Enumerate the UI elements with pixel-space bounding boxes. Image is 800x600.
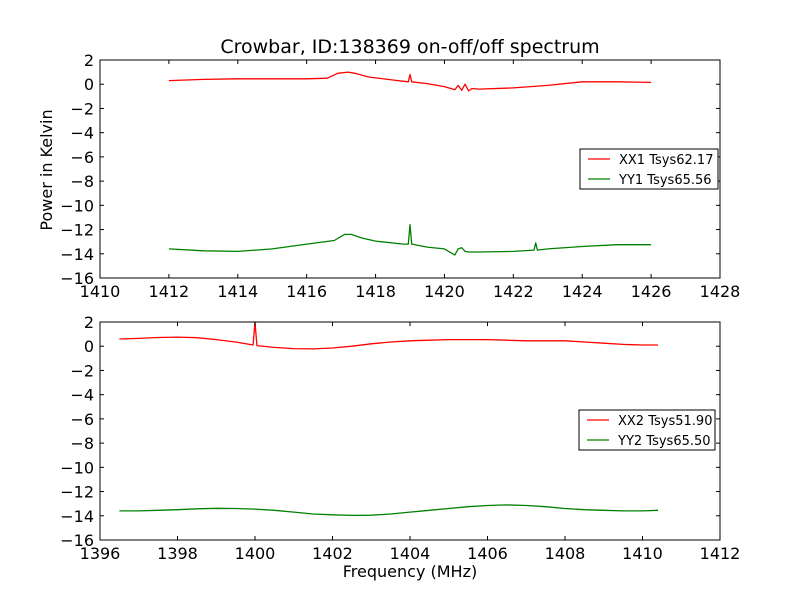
x-tick-label: 1424 bbox=[562, 282, 603, 301]
y-tick-label: 0 bbox=[84, 337, 94, 356]
x-tick-label: 1412 bbox=[149, 282, 190, 301]
series-line-yy-2 bbox=[119, 504, 659, 517]
legend: XX1 Tsys62.17 YY1 Tsys65.56 bbox=[579, 148, 719, 190]
x-tick-label: 1402 bbox=[312, 544, 353, 563]
y-tick-label: −14 bbox=[60, 507, 94, 526]
x-tick-label: 1428 bbox=[700, 282, 741, 301]
y-tick-label: −10 bbox=[60, 458, 94, 477]
series-line-xx-2 bbox=[119, 321, 658, 350]
y-tick-label: −12 bbox=[60, 221, 94, 240]
x-tick-label: 1416 bbox=[286, 282, 327, 301]
x-tick-label: 1400 bbox=[235, 544, 276, 563]
y-tick-label: 2 bbox=[84, 51, 94, 70]
y-tick-label: −6 bbox=[70, 410, 94, 429]
top-plot: 1410 1412 1414 1416 1418 1420 1422 1424 1426 1428… bbox=[60, 51, 740, 301]
plot-frame bbox=[99, 59, 721, 279]
series-line-xx-1 bbox=[168, 71, 652, 92]
x-tick-label: 1410 bbox=[622, 544, 663, 563]
x-tick-label: 1408 bbox=[545, 544, 586, 563]
x-axis-label: Frequency (MHz) bbox=[343, 562, 477, 581]
legend-label: YY1 Tsys65.56 bbox=[618, 173, 712, 188]
x-tick-label: 1414 bbox=[217, 282, 258, 301]
x-tick-label: 1404 bbox=[390, 544, 431, 563]
y-tick-label: −14 bbox=[60, 245, 94, 264]
y-tick-label: −10 bbox=[60, 196, 94, 215]
legend-box bbox=[579, 148, 719, 190]
y-tick-label: 0 bbox=[84, 75, 94, 94]
legend-label: XX2 Tsys51.90 bbox=[618, 414, 712, 429]
x-tick-label: 1410 bbox=[80, 282, 121, 301]
y-tick-label: −4 bbox=[70, 124, 94, 143]
y-tick-label: 2 bbox=[84, 313, 94, 332]
x-tick-label: 1426 bbox=[631, 282, 672, 301]
bottom-plot: 1396 1398 1400 1402 1404 1406 1408 1410 1412 2 0 −2… bbox=[60, 313, 740, 563]
x-tick-label: 1396 bbox=[80, 544, 121, 563]
y-tick-label: −16 bbox=[60, 269, 94, 288]
y-axis-label: Power in Kelvin bbox=[37, 109, 56, 230]
legend: XX2 Tsys51.90 YY2 Tsys65.50 bbox=[578, 409, 716, 451]
y-tick-label: −2 bbox=[70, 99, 94, 118]
y-tick-label: −12 bbox=[60, 483, 94, 502]
y-tick-label: −2 bbox=[70, 361, 94, 380]
y-tick-label: −4 bbox=[70, 386, 94, 405]
y-tick-label: −16 bbox=[60, 531, 94, 550]
x-tick-label: 1418 bbox=[355, 282, 396, 301]
y-tick-label: −6 bbox=[70, 148, 94, 167]
x-tick-label: 1398 bbox=[157, 544, 198, 563]
legend-label: YY2 Tsys65.50 bbox=[617, 434, 711, 449]
y-tick-label: −8 bbox=[70, 434, 94, 453]
x-tick-label: 1422 bbox=[493, 282, 534, 301]
x-tick-label: 1412 bbox=[700, 544, 741, 563]
chart-title: Crowbar, ID:138369 on-off/off spectrum bbox=[220, 36, 599, 58]
legend-label: XX1 Tsys62.17 bbox=[619, 153, 713, 168]
series-line-yy-1 bbox=[168, 224, 652, 256]
x-tick-label: 1406 bbox=[467, 544, 508, 563]
legend-box bbox=[578, 409, 716, 451]
y-tick-label: −8 bbox=[70, 172, 94, 191]
x-tick-label: 1420 bbox=[424, 282, 465, 301]
